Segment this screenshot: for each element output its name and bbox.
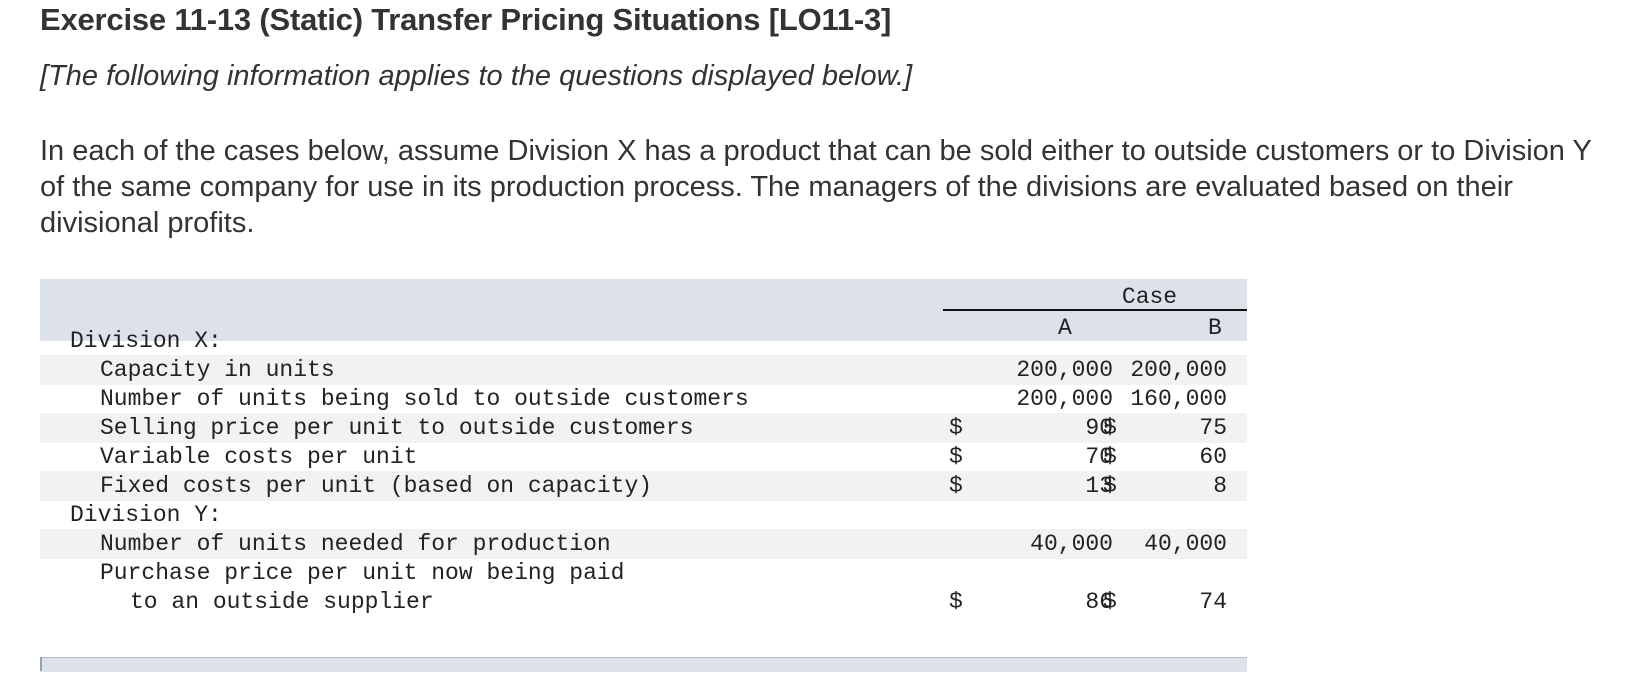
currency-symbol: $ [1103, 473, 1117, 499]
value-case-b: 74 [1199, 589, 1227, 615]
value-case-a: 40,000 [1030, 531, 1113, 557]
value-case-a: 200,000 [1016, 386, 1113, 412]
header-divider [943, 309, 1247, 311]
value-case-b: 75 [1199, 415, 1227, 441]
currency-symbol: $ [1103, 444, 1117, 470]
table-row: Division Y: [40, 500, 1247, 530]
value-case-a: 86 [1085, 589, 1113, 615]
currency-symbol: $ [1103, 415, 1117, 441]
problem-description: In each of the cases below, assume Divis… [40, 135, 1592, 239]
row-label: Number of units being sold to outside cu… [100, 386, 749, 412]
value-case-a: 90 [1085, 415, 1113, 441]
table-row: Number of units being sold to outside cu… [40, 384, 1247, 414]
column-header-a: A [1058, 315, 1072, 341]
table-footer [40, 657, 1247, 672]
table-row: Selling price per unit to outside custom… [40, 413, 1247, 443]
row-label: Variable costs per unit [100, 444, 418, 470]
table-row: Capacity in units 200,000 200,000 [40, 355, 1247, 385]
data-table: Case A B Division X: Capacity in units 2… [40, 279, 1247, 672]
currency-symbol: $ [949, 444, 963, 470]
table-row: to an outside supplier $ 86 $ 74 [40, 587, 1247, 617]
table-row: Fixed costs per unit (based on capacity)… [40, 471, 1247, 501]
table-row: Variable costs per unit $ 70 $ 60 [40, 442, 1247, 472]
value-case-b: 40,000 [1144, 531, 1227, 557]
currency-symbol: $ [949, 589, 963, 615]
section-label-division-x: Division X: [70, 328, 222, 354]
value-case-b: 60 [1199, 444, 1227, 470]
row-label-continued: to an outside supplier [130, 589, 434, 615]
value-case-a: 13 [1085, 473, 1113, 499]
row-label: Purchase price per unit now being paid [100, 560, 625, 586]
table-row: Division X: [40, 326, 1247, 356]
value-case-a: 70 [1085, 444, 1113, 470]
value-case-b: 8 [1213, 473, 1227, 499]
currency-symbol: $ [949, 415, 963, 441]
page-title: Exercise 11-13 (Static) Transfer Pricing… [40, 2, 892, 37]
table-footer-edge [40, 657, 42, 671]
section-label-division-y: Division Y: [70, 502, 222, 528]
value-case-a: 200,000 [1016, 357, 1113, 383]
column-header-b: B [1208, 315, 1222, 341]
instructions-note: [The following information applies to th… [40, 60, 913, 92]
value-case-b: 160,000 [1130, 386, 1227, 412]
row-label: Capacity in units [100, 357, 335, 383]
currency-symbol: $ [949, 473, 963, 499]
table-row: Purchase price per unit now being paid [40, 558, 1247, 588]
row-label: Fixed costs per unit (based on capacity) [100, 473, 653, 499]
case-header: Case [1121, 284, 1178, 310]
value-case-b: 200,000 [1130, 357, 1227, 383]
table-row: Number of units needed for production 40… [40, 529, 1247, 559]
currency-symbol: $ [1103, 589, 1117, 615]
row-label: Selling price per unit to outside custom… [100, 415, 694, 441]
row-label: Number of units needed for production [100, 531, 611, 557]
